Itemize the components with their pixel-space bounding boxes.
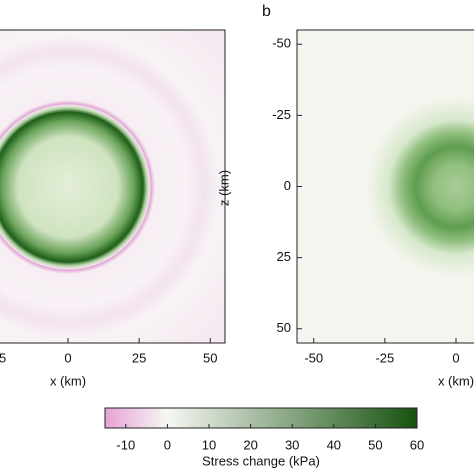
y-tick-label: -25 [272,107,291,122]
x-tick-label: 0 [64,350,71,365]
colorbar-tick-label: 20 [243,437,257,452]
x-tick-label: -50 [304,350,323,365]
x-axis-label: x (km) [50,373,86,388]
y-tick-label: 0 [284,178,291,193]
heatmap-b [297,30,474,343]
colorbar-label: Stress change (kPa) [202,453,320,468]
colorbar-tick-label: 60 [410,437,424,452]
y-tick-label: -50 [272,36,291,51]
heatmap-a [0,30,225,343]
x-tick-label: -25 [0,350,6,365]
x-tick-label: 0 [452,350,459,365]
colorbar-tick-label: 40 [327,437,341,452]
colorbar-tick-label: 50 [368,437,382,452]
y-tick-label: 50 [277,320,291,335]
colorbar-tick-label: 30 [285,437,299,452]
y-axis-label: z (km) [216,170,231,206]
x-axis-label: x (km) [438,373,474,388]
colorbar-tick-label: 10 [202,437,216,452]
colorbar [104,407,418,429]
colorbar-tick-label: 0 [164,437,171,452]
x-tick-label: 50 [203,350,217,365]
x-tick-label: -25 [375,350,394,365]
y-tick-label: 25 [277,249,291,264]
colorbar-tick-label: -10 [116,437,135,452]
panel-label: b [262,3,271,20]
x-tick-label: 25 [132,350,146,365]
